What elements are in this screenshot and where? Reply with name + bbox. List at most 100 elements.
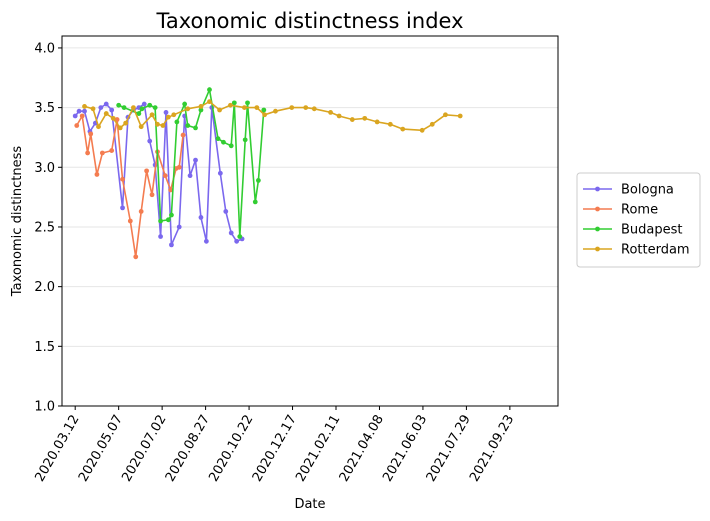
- data-point: [429, 121, 435, 127]
- data-point: [303, 105, 309, 111]
- legend-item-rome: Rome: [583, 203, 658, 218]
- data-point: [242, 105, 247, 111]
- x-tick-label: 2021.02.11: [293, 413, 343, 485]
- data-point: [221, 139, 226, 145]
- data-point: [273, 108, 278, 114]
- data-point: [419, 127, 425, 133]
- legend-item-bologna: Bologna: [583, 183, 674, 198]
- data-point: [72, 113, 78, 119]
- data-point: [96, 124, 101, 130]
- data-point: [217, 170, 223, 176]
- data-point: [228, 102, 233, 108]
- data-point: [457, 113, 463, 119]
- legend-frame: [576, 172, 701, 268]
- data-point: [121, 105, 127, 111]
- data-point: [152, 105, 158, 111]
- data-point: [387, 121, 393, 127]
- data-point: [255, 178, 261, 183]
- x-tick-label: 2020.10.22: [206, 413, 256, 485]
- data-point: [133, 254, 139, 260]
- data-point: [328, 109, 333, 115]
- x-tick-label: 2021.07.29: [424, 413, 474, 485]
- legend-marker: [595, 226, 600, 232]
- data-point: [193, 157, 198, 163]
- data-point: [349, 117, 355, 122]
- data-point: [223, 209, 229, 214]
- data-point: [207, 87, 212, 93]
- data-point: [158, 234, 163, 239]
- data-point: [374, 119, 380, 125]
- data-point: [237, 234, 243, 239]
- y-tick-label: 4.0: [34, 41, 55, 56]
- y-tick-label: 2.0: [34, 280, 55, 295]
- data-point: [103, 111, 109, 116]
- data-point: [155, 121, 160, 127]
- data-point: [147, 138, 153, 144]
- data-point: [254, 105, 260, 111]
- data-point: [228, 143, 234, 149]
- data-point: [198, 107, 204, 113]
- series-layer: [72, 86, 463, 260]
- data-point: [131, 105, 136, 111]
- data-point: [242, 137, 248, 143]
- x-tick-label: 2020.08.27: [163, 413, 213, 485]
- data-point: [252, 199, 258, 205]
- data-point: [163, 109, 169, 115]
- data-point: [149, 192, 155, 198]
- data-point: [400, 126, 406, 132]
- data-point: [116, 102, 122, 108]
- x-tick-label: 2020.12.17: [250, 413, 300, 485]
- data-point: [76, 108, 82, 114]
- legend-label: Rotterdam: [621, 243, 690, 258]
- data-point: [245, 100, 250, 106]
- data-point: [193, 125, 198, 131]
- y-tick-label: 3.0: [34, 161, 55, 176]
- data-point: [176, 224, 182, 230]
- data-point: [176, 164, 182, 170]
- legend-item-budapest: Budapest: [583, 223, 683, 238]
- data-point: [90, 106, 96, 112]
- legend-marker: [595, 246, 600, 252]
- data-point: [149, 112, 155, 118]
- x-tick-label: 2021.09.23: [467, 413, 517, 485]
- data-point: [234, 238, 240, 244]
- data-point: [136, 111, 142, 116]
- series-rotterdam: [82, 99, 463, 133]
- data-point: [117, 125, 123, 131]
- data-point: [120, 205, 125, 211]
- data-point: [138, 209, 144, 214]
- data-point: [79, 113, 85, 119]
- data-point: [109, 107, 115, 113]
- x-tick-label: 2020.07.02: [119, 413, 169, 485]
- data-point: [311, 106, 317, 112]
- data-point: [185, 106, 191, 112]
- x-tick-label: 2021.06.03: [380, 413, 430, 485]
- data-point: [165, 217, 171, 223]
- data-point: [289, 105, 295, 111]
- data-point: [82, 108, 87, 114]
- x-tick-label: 2020.05.07: [76, 413, 126, 485]
- data-point: [262, 112, 267, 118]
- data-point: [182, 101, 188, 107]
- legend-label: Budapest: [621, 223, 683, 238]
- data-point: [74, 123, 80, 128]
- data-point: [141, 101, 147, 107]
- data-point: [228, 230, 234, 236]
- legend-marker: [595, 206, 600, 212]
- data-point: [144, 168, 150, 174]
- data-point: [261, 107, 267, 113]
- plot-frame: [61, 35, 559, 407]
- data-point: [85, 150, 91, 156]
- data-point: [103, 101, 109, 107]
- x-axis-label: Date: [294, 497, 325, 512]
- y-axis: 1.0 1.5 2.0 2.5 3.0 3.5 4.0: [34, 41, 62, 415]
- data-point: [207, 99, 212, 105]
- grid-lines: [62, 47, 558, 407]
- data-point: [169, 242, 174, 248]
- y-tick-label: 2.5: [34, 220, 55, 235]
- series-line: [76, 113, 184, 257]
- y-axis-label: Taxonomic distinctness: [10, 146, 25, 298]
- data-point: [109, 148, 115, 153]
- legend-label: Bologna: [621, 183, 674, 198]
